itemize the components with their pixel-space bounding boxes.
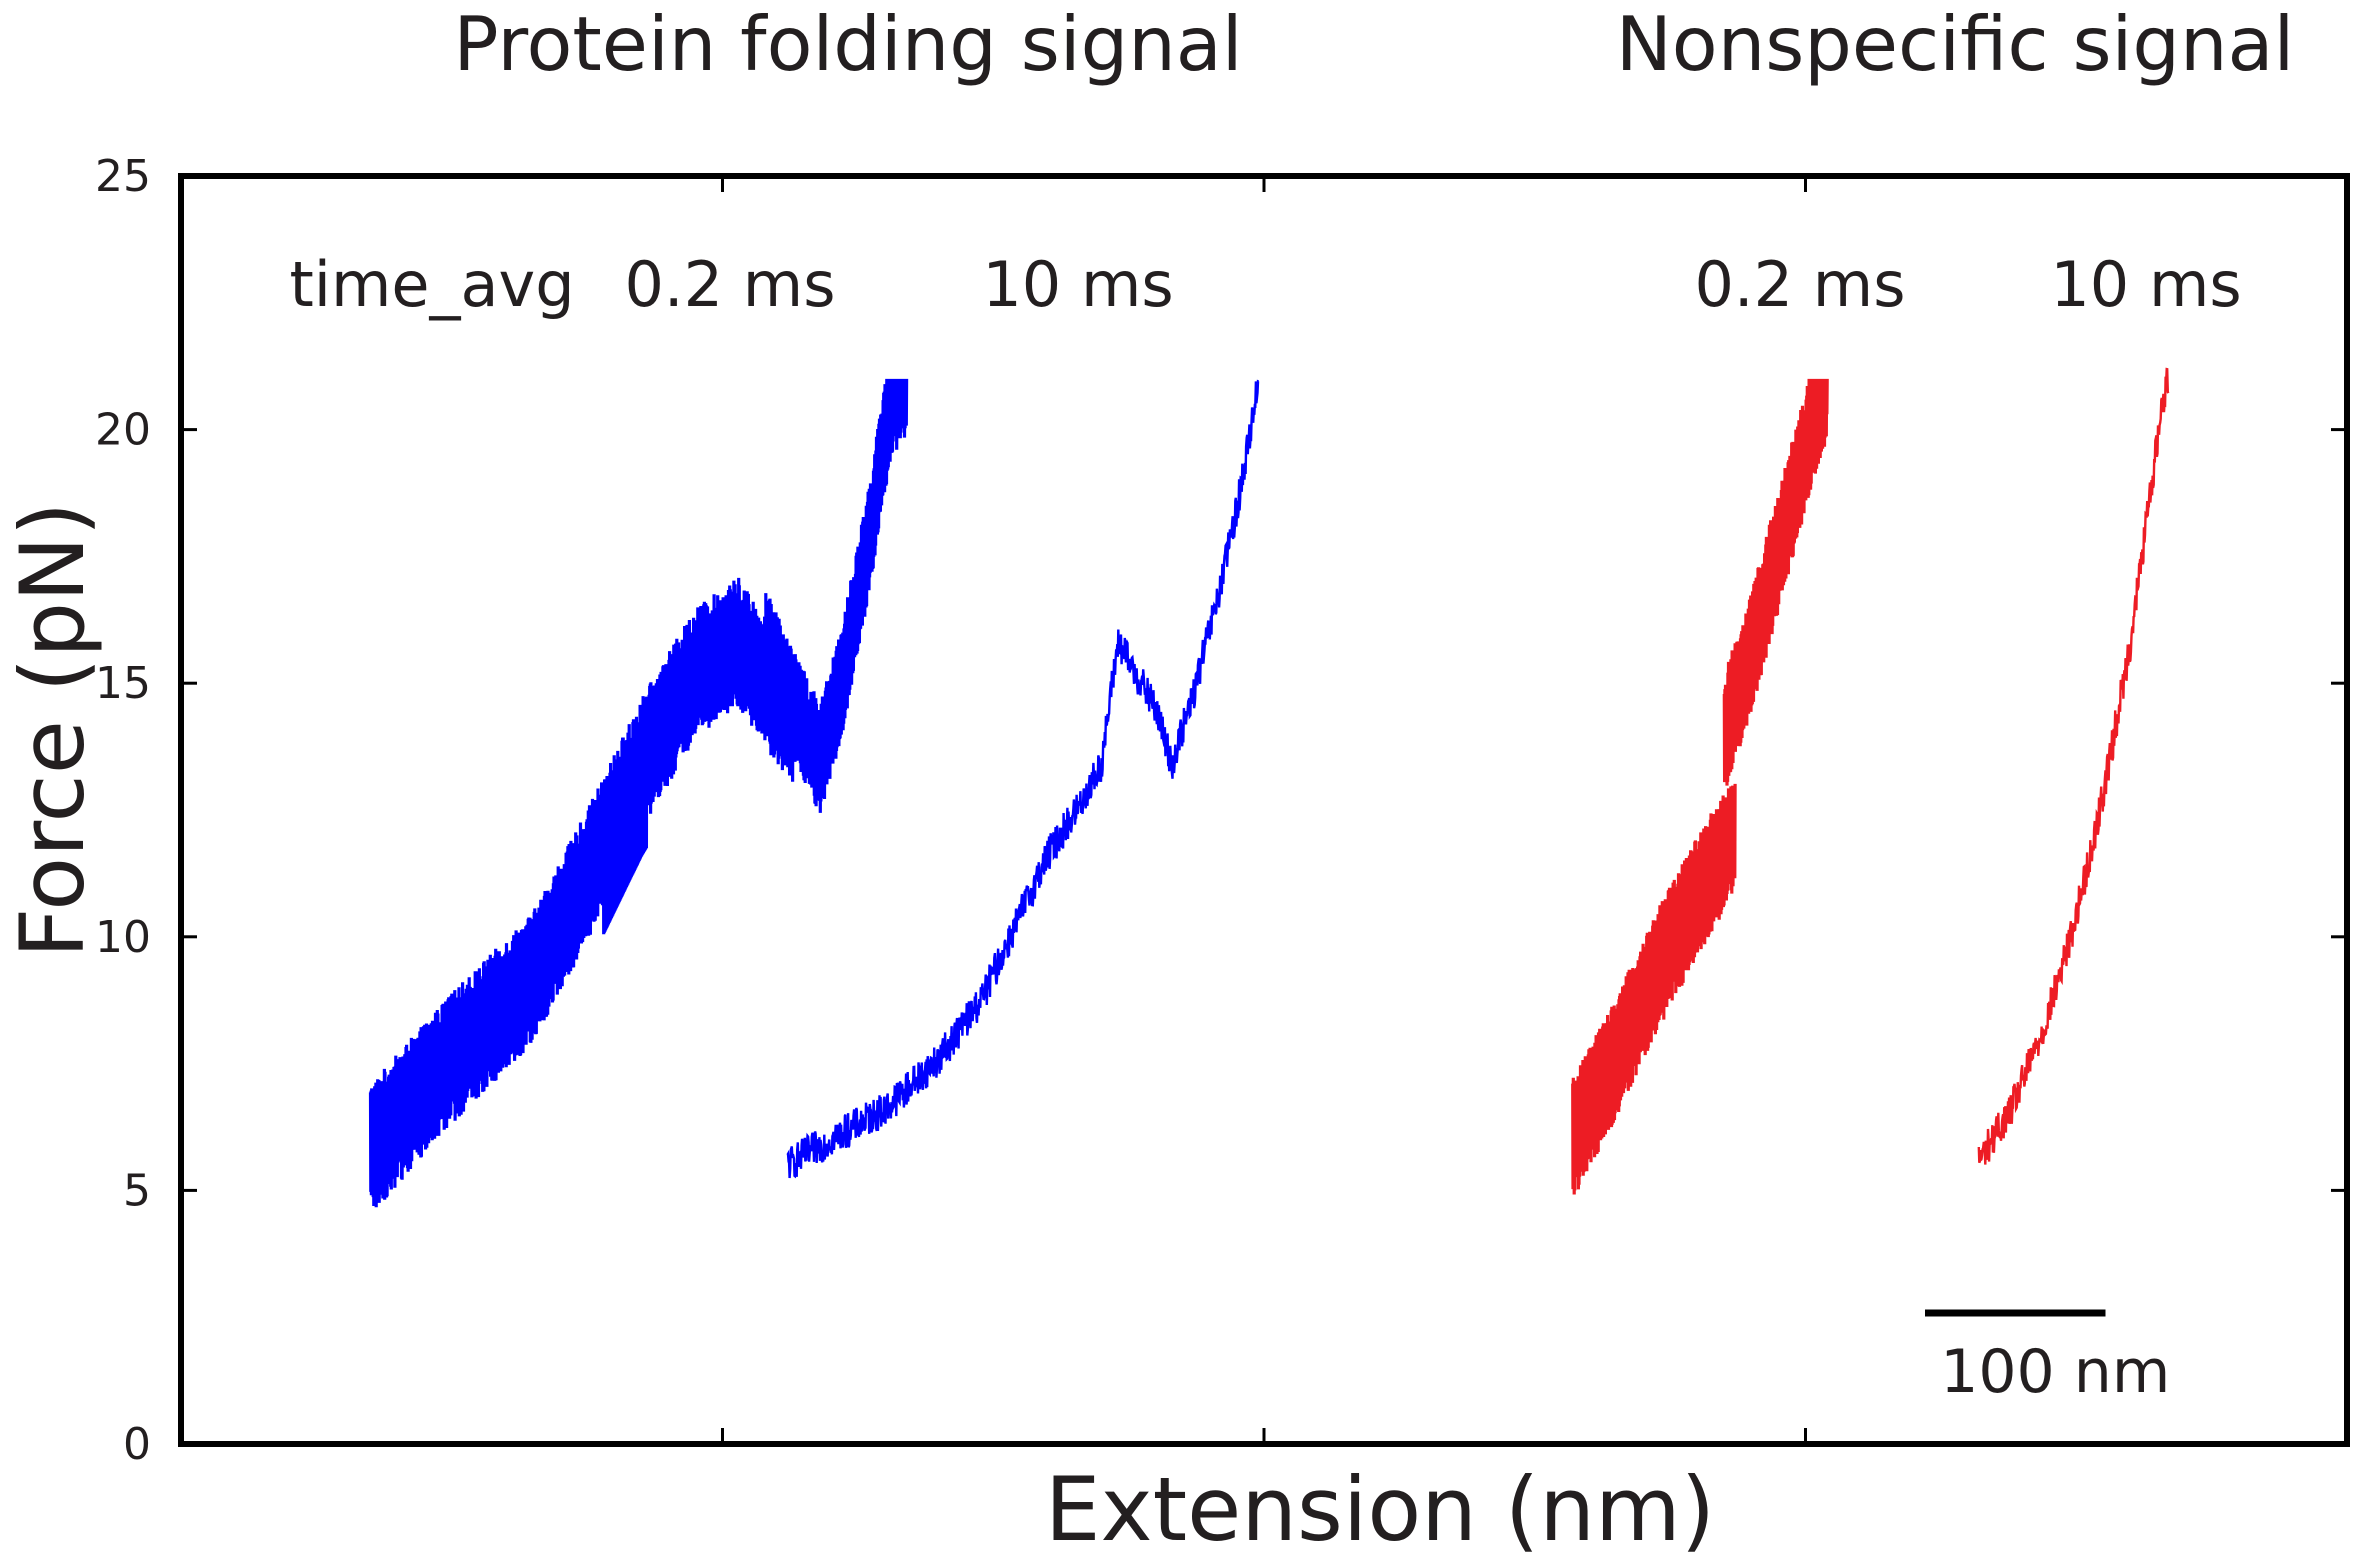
- axis-ticks: [181, 176, 2347, 1444]
- trace-label-nonspecific-0.2ms: 0.2 ms: [1694, 248, 1905, 321]
- traces: [368, 367, 2170, 1208]
- y-axis-label: Force (pN): [1, 502, 104, 958]
- y-tick-label: 0: [123, 1419, 151, 1470]
- trace-label-time-avg: time_avg: [289, 248, 574, 321]
- y-tick-label: 25: [95, 151, 151, 202]
- trace-label-folding-10ms: 10 ms: [982, 248, 1173, 321]
- trace-band-0-2-ms-2-2: [818, 378, 909, 813]
- trace-line-10-ms-5: [1977, 367, 2170, 1165]
- trace-band-0-2-ms-2-1: [764, 593, 822, 807]
- plot-frame: [178, 173, 2350, 1447]
- scale-bar-label: 100 nm: [1940, 1337, 2170, 1407]
- trace-band-time-avg-1-1: [368, 577, 795, 1208]
- trace-label-nonspecific-10ms: 10 ms: [2050, 248, 2241, 321]
- panel-title-left: Protein folding signal: [453, 0, 1242, 88]
- trace-band-0-2-ms-4-1: [1571, 783, 1737, 1195]
- trace-label-folding-0.2ms: 0.2 ms: [624, 248, 835, 321]
- x-axis-label: Extension (nm): [1045, 1458, 1715, 1561]
- trace-band-0-2-ms-4-2: [1722, 378, 1829, 786]
- y-tick-label: 15: [95, 658, 151, 709]
- y-tick-label: 10: [95, 912, 151, 963]
- y-tick-label: 20: [95, 405, 151, 456]
- trace-line-10-ms-3: [786, 379, 1260, 1179]
- panel-title-right: Nonspecific signal: [1616, 0, 2295, 88]
- y-tick-label: 5: [123, 1165, 151, 1216]
